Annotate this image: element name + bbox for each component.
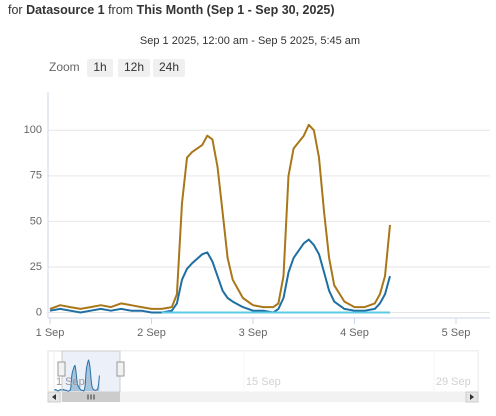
zoom-button[interactable]: 12h	[124, 60, 144, 74]
navigator-mask	[120, 351, 478, 392]
scrollbar-grip	[87, 394, 95, 400]
series-line	[49, 123, 391, 310]
header-source: Datasource 1	[26, 3, 105, 17]
navigator-handle[interactable]	[57, 361, 66, 377]
chart-subtitle: Sep 1 2025, 12:00 am - Sep 5 2025, 5:45 …	[140, 35, 360, 47]
series-line	[49, 238, 391, 314]
zoom-button-bg[interactable]	[118, 59, 150, 77]
x-tick-label: 3 Sep	[239, 327, 268, 339]
x-tick-label: 5 Sep	[442, 327, 471, 339]
x-tick-label: 4 Sep	[340, 327, 369, 339]
zoom-button[interactable]: 1h	[93, 60, 106, 74]
header-range: This Month (Sep 1 - Sep 30, 2025)	[137, 3, 335, 17]
header-prefix: for	[8, 3, 23, 17]
y-tick-label: 100	[24, 124, 42, 136]
navigator-window[interactable]	[61, 350, 121, 393]
zoom-button[interactable]: 24h	[159, 60, 179, 74]
x-tick-label: 1 Sep	[36, 327, 65, 339]
navigator-area	[54, 360, 100, 391]
y-tick-label: 50	[30, 215, 42, 227]
y-tick-label: 25	[30, 261, 42, 273]
navigator-handle[interactable]	[116, 361, 125, 377]
navigator-tick-label: 1 Sep	[56, 376, 85, 388]
zoom-button-bg[interactable]	[153, 59, 185, 77]
x-tick-label: 2 Sep	[137, 327, 166, 339]
header: for Datasource 1 from This Month (Sep 1 …	[8, 3, 335, 17]
header-middle: from	[108, 3, 133, 17]
y-tick-label: 0	[36, 306, 42, 318]
y-tick-label: 75	[30, 170, 42, 182]
zoom-button-bg[interactable]	[87, 59, 113, 77]
zoom-label: Zoom	[49, 60, 80, 74]
scrollbar-arrow	[52, 394, 56, 400]
scrollbar-arrow	[470, 394, 474, 400]
navigator-line	[53, 359, 100, 392]
scrollbar-track[interactable]	[48, 392, 478, 402]
